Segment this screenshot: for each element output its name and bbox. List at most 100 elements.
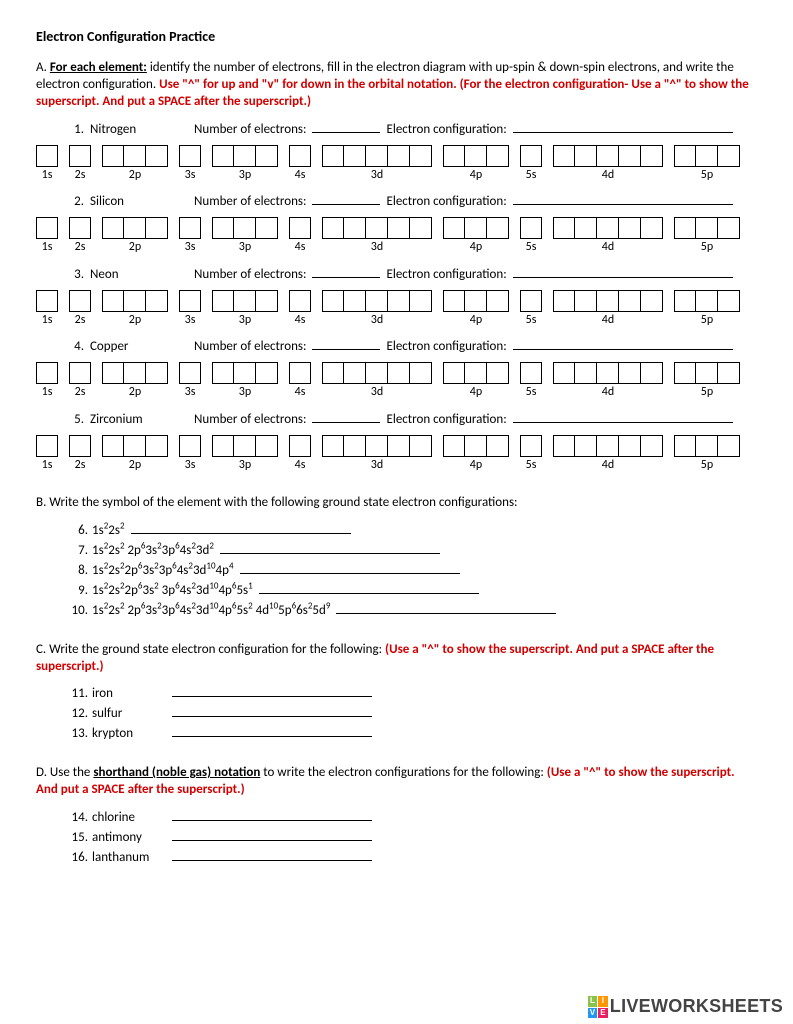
- orbital-box[interactable]: [212, 362, 234, 384]
- orbital-box[interactable]: [410, 145, 432, 167]
- answer-blank[interactable]: [172, 809, 372, 821]
- orbital-box[interactable]: [179, 217, 201, 239]
- orbital-box[interactable]: [553, 145, 575, 167]
- orbital-box[interactable]: [619, 217, 641, 239]
- orbital-box[interactable]: [146, 217, 168, 239]
- orbital-box[interactable]: [36, 362, 58, 384]
- orbital-box[interactable]: [443, 435, 465, 457]
- orbital-box[interactable]: [344, 145, 366, 167]
- orbital-box[interactable]: [696, 217, 718, 239]
- orbital-box[interactable]: [212, 290, 234, 312]
- answer-blank[interactable]: [220, 542, 440, 554]
- orbital-box[interactable]: [520, 145, 542, 167]
- orbital-box[interactable]: [322, 362, 344, 384]
- orbital-box[interactable]: [234, 145, 256, 167]
- electron-config-blank[interactable]: [513, 193, 733, 205]
- orbital-box[interactable]: [388, 290, 410, 312]
- orbital-box[interactable]: [344, 362, 366, 384]
- orbital-box[interactable]: [366, 217, 388, 239]
- orbital-box[interactable]: [465, 217, 487, 239]
- orbital-box[interactable]: [289, 435, 311, 457]
- orbital-box[interactable]: [674, 362, 696, 384]
- orbital-box[interactable]: [36, 145, 58, 167]
- orbital-box[interactable]: [322, 217, 344, 239]
- orbital-box[interactable]: [69, 435, 91, 457]
- electron-config-blank[interactable]: [513, 411, 733, 423]
- orbital-box[interactable]: [597, 217, 619, 239]
- electron-config-blank[interactable]: [513, 338, 733, 350]
- orbital-box[interactable]: [388, 145, 410, 167]
- orbital-box[interactable]: [289, 145, 311, 167]
- num-electrons-blank[interactable]: [312, 338, 380, 350]
- orbital-box[interactable]: [575, 217, 597, 239]
- orbital-box[interactable]: [696, 362, 718, 384]
- orbital-box[interactable]: [388, 217, 410, 239]
- orbital-box[interactable]: [388, 362, 410, 384]
- orbital-box[interactable]: [410, 435, 432, 457]
- orbital-box[interactable]: [443, 217, 465, 239]
- orbital-box[interactable]: [619, 435, 641, 457]
- orbital-box[interactable]: [641, 435, 663, 457]
- orbital-box[interactable]: [575, 435, 597, 457]
- num-electrons-blank[interactable]: [312, 411, 380, 423]
- orbital-box[interactable]: [575, 145, 597, 167]
- orbital-box[interactable]: [597, 435, 619, 457]
- orbital-box[interactable]: [366, 145, 388, 167]
- orbital-box[interactable]: [234, 217, 256, 239]
- orbital-box[interactable]: [487, 145, 509, 167]
- orbital-box[interactable]: [36, 217, 58, 239]
- orbital-box[interactable]: [146, 145, 168, 167]
- orbital-box[interactable]: [102, 145, 124, 167]
- orbital-box[interactable]: [487, 290, 509, 312]
- orbital-box[interactable]: [619, 362, 641, 384]
- orbital-box[interactable]: [69, 362, 91, 384]
- orbital-box[interactable]: [36, 435, 58, 457]
- orbital-box[interactable]: [366, 435, 388, 457]
- orbital-box[interactable]: [619, 290, 641, 312]
- orbital-box[interactable]: [718, 435, 740, 457]
- orbital-box[interactable]: [322, 145, 344, 167]
- orbital-box[interactable]: [674, 217, 696, 239]
- orbital-box[interactable]: [36, 290, 58, 312]
- orbital-box[interactable]: [146, 435, 168, 457]
- orbital-box[interactable]: [344, 290, 366, 312]
- orbital-box[interactable]: [641, 362, 663, 384]
- orbital-box[interactable]: [443, 145, 465, 167]
- orbital-box[interactable]: [410, 217, 432, 239]
- orbital-box[interactable]: [344, 435, 366, 457]
- orbital-box[interactable]: [124, 145, 146, 167]
- orbital-box[interactable]: [465, 145, 487, 167]
- orbital-box[interactable]: [597, 362, 619, 384]
- orbital-box[interactable]: [179, 362, 201, 384]
- orbital-box[interactable]: [212, 145, 234, 167]
- orbital-box[interactable]: [124, 435, 146, 457]
- orbital-box[interactable]: [289, 362, 311, 384]
- orbital-box[interactable]: [322, 435, 344, 457]
- orbital-box[interactable]: [322, 290, 344, 312]
- orbital-box[interactable]: [553, 217, 575, 239]
- answer-blank[interactable]: [131, 522, 351, 534]
- orbital-box[interactable]: [553, 435, 575, 457]
- orbital-box[interactable]: [146, 290, 168, 312]
- orbital-box[interactable]: [718, 362, 740, 384]
- orbital-box[interactable]: [234, 362, 256, 384]
- orbital-box[interactable]: [102, 435, 124, 457]
- orbital-box[interactable]: [641, 145, 663, 167]
- orbital-box[interactable]: [124, 362, 146, 384]
- answer-blank[interactable]: [172, 849, 372, 861]
- orbital-box[interactable]: [102, 362, 124, 384]
- orbital-box[interactable]: [443, 290, 465, 312]
- orbital-box[interactable]: [410, 290, 432, 312]
- orbital-box[interactable]: [102, 217, 124, 239]
- orbital-box[interactable]: [553, 362, 575, 384]
- orbital-box[interactable]: [696, 435, 718, 457]
- orbital-box[interactable]: [179, 145, 201, 167]
- num-electrons-blank[interactable]: [312, 266, 380, 278]
- orbital-box[interactable]: [575, 362, 597, 384]
- answer-blank[interactable]: [172, 829, 372, 841]
- orbital-box[interactable]: [124, 290, 146, 312]
- orbital-box[interactable]: [465, 362, 487, 384]
- answer-blank[interactable]: [172, 705, 372, 717]
- orbital-box[interactable]: [102, 290, 124, 312]
- orbital-box[interactable]: [487, 362, 509, 384]
